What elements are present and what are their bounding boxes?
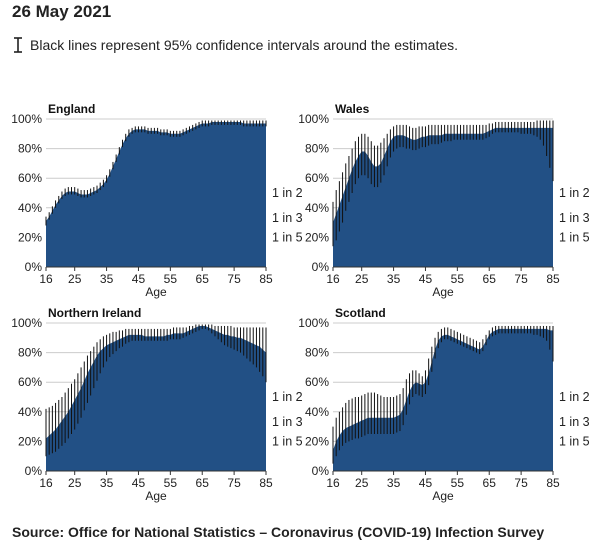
northern-ireland-reference-label: 1 in 2 [272,390,303,404]
england-x-tick-label: 75 [227,272,241,286]
england-x-tick-label: 25 [68,272,82,286]
england-y-tick-label: 60% [18,171,42,185]
northern-ireland-reference-label: 1 in 5 [272,434,303,448]
northern-ireland-x-tick-label: 65 [196,476,210,490]
scotland-x-tick-label: 85 [546,476,560,490]
ci-note-text: Black lines represent 95% confidence int… [30,37,459,53]
northern-ireland-x-axis-title: Age [145,489,167,503]
wales-title: Wales [335,102,370,116]
scotland-y-tick-label: 80% [305,346,329,360]
wales-x-tick-label: 25 [355,272,369,286]
wales-x-tick-label: 45 [419,272,433,286]
england-x-tick-label: 85 [259,272,273,286]
england-x-tick-label: 65 [196,272,210,286]
wales-x-tick-label: 85 [546,272,560,286]
scotland-x-tick-label: 25 [355,476,369,490]
scotland-reference-label: 1 in 3 [559,415,590,429]
northern-ireland-y-tick-label: 40% [18,405,42,419]
northern-ireland-x-tick-label: 16 [39,476,53,490]
ci-note: Black lines represent 95% confidence int… [12,36,458,54]
northern-ireland-y-tick-label: 80% [18,346,42,360]
scotland-y-tick-label: 60% [305,375,329,389]
confidence-interval-icon [14,37,22,53]
northern-ireland-x-tick-label: 35 [100,476,114,490]
england-panel: England 0% 20% 40% 60% 80% 100% 16 25 35 45 55 65 75 8… [11,102,302,299]
england-y-tick-label: 100% [11,112,42,126]
northern-ireland-x-tick-label: 25 [68,476,82,490]
northern-ireland-y-tick-label: 60% [18,375,42,389]
scotland-area [333,328,553,471]
northern-ireland-x-tick-label: 55 [164,476,178,490]
wales-x-axis-title: Age [432,285,454,299]
chart-date: 26 May 2021 [12,2,112,21]
england-x-tick-label: 16 [39,272,53,286]
england-y-tick-label: 40% [18,201,42,215]
wales-panel: Wales 0% 20% 40% 60% 80% 100% 16 25 35 45 55 65 75 85 A… [298,102,589,299]
northern-ireland-reference-label: 1 in 3 [272,415,303,429]
wales-y-tick-label: 40% [305,201,329,215]
england-reference-label: 1 in 3 [272,211,303,225]
wales-x-tick-label: 75 [514,272,528,286]
wales-y-tick-label: 60% [305,171,329,185]
england-area [46,121,266,268]
scotland-y-tick-label: 20% [305,434,329,448]
england-reference-label: 1 in 2 [272,186,303,200]
scotland-title: Scotland [335,306,386,320]
wales-x-tick-label: 55 [451,272,465,286]
northern-ireland-title: Northern Ireland [48,306,141,320]
scotland-x-tick-label: 35 [387,476,401,490]
wales-y-tick-label: 0% [312,260,330,274]
northern-ireland-y-tick-label: 0% [25,464,43,478]
england-y-tick-label: 0% [25,260,43,274]
england-x-tick-label: 45 [132,272,146,286]
england-reference-label: 1 in 5 [272,230,303,244]
wales-y-tick-label: 80% [305,142,329,156]
scotland-panel: Scotland 0% 20% 40% 60% 80% 100% 16 25 35 45 55 65 75… [298,306,589,503]
northern-ireland-x-tick-label: 75 [227,476,241,490]
scotland-y-tick-label: 100% [298,316,329,330]
wales-x-tick-label: 65 [483,272,497,286]
scotland-x-tick-label: 55 [451,476,465,490]
northern-ireland-x-tick-label: 45 [132,476,146,490]
england-x-axis-title: Age [145,285,167,299]
wales-reference-label: 1 in 3 [559,211,590,225]
scotland-x-tick-label: 16 [326,476,340,490]
wales-x-tick-label: 35 [387,272,401,286]
northern-ireland-area [46,325,266,471]
wales-area [333,127,553,267]
northern-ireland-x-tick-label: 85 [259,476,273,490]
scotland-reference-label: 1 in 5 [559,434,590,448]
source-note: Source: Office for National Statistics –… [12,524,545,540]
scotland-x-tick-label: 75 [514,476,528,490]
england-y-tick-label: 80% [18,142,42,156]
scotland-x-tick-label: 65 [483,476,497,490]
scotland-reference-label: 1 in 2 [559,390,590,404]
england-y-tick-label: 20% [18,230,42,244]
wales-x-tick-label: 16 [326,272,340,286]
northern-ireland-y-tick-label: 20% [18,434,42,448]
scotland-y-tick-label: 0% [312,464,330,478]
northern-ireland-y-tick-label: 100% [11,316,42,330]
northern-ireland-panel: Northern Ireland 0% 20% 40% 60% 80% 100% 16 25 35… [11,306,302,503]
england-x-tick-label: 55 [164,272,178,286]
scotland-y-tick-label: 40% [305,405,329,419]
scotland-x-tick-label: 45 [419,476,433,490]
wales-y-tick-label: 20% [305,230,329,244]
scotland-x-axis-title: Age [432,489,454,503]
england-title: England [48,102,95,116]
wales-reference-label: 1 in 2 [559,186,590,200]
england-x-tick-label: 35 [100,272,114,286]
wales-reference-label: 1 in 5 [559,230,590,244]
wales-y-tick-label: 100% [298,112,329,126]
